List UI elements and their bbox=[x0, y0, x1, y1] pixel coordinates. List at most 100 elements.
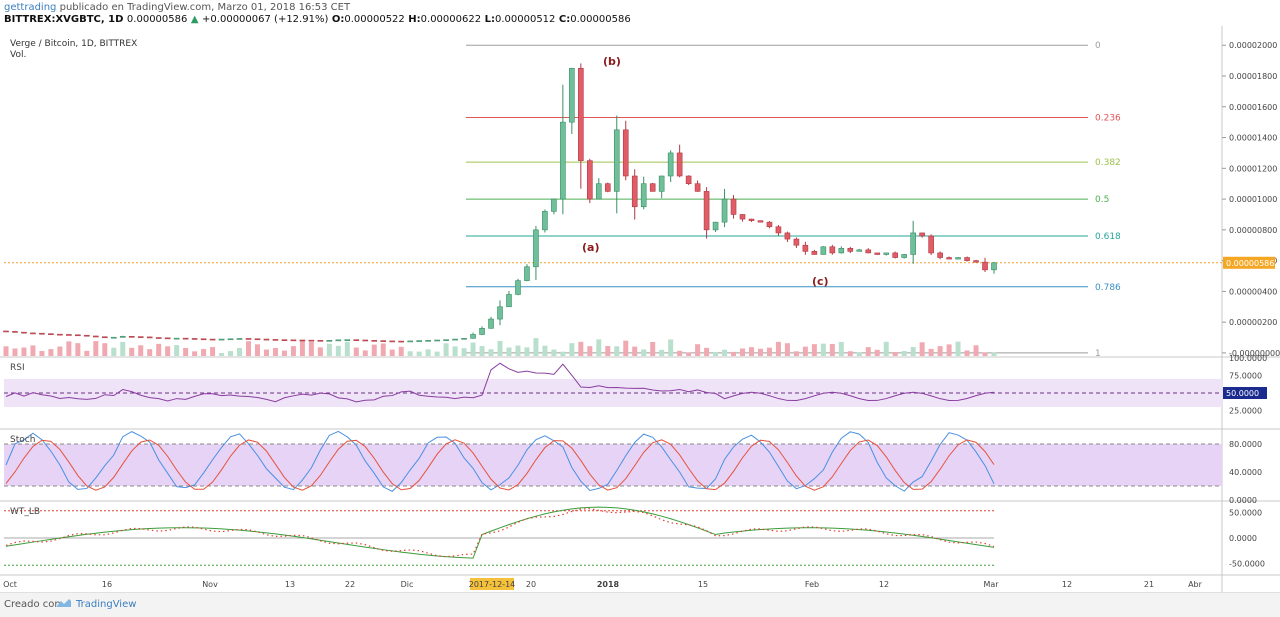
low-value: 0.00000512 bbox=[494, 14, 556, 25]
candle-body bbox=[12, 331, 18, 333]
candle-body bbox=[3, 330, 9, 333]
candle-body bbox=[748, 218, 755, 221]
candle-body bbox=[991, 262, 997, 271]
stoch-indicator bbox=[4, 430, 1222, 492]
author-link[interactable]: gettrading bbox=[4, 2, 57, 13]
volume-bar bbox=[695, 344, 701, 356]
candle-body bbox=[164, 337, 171, 340]
stoch-tick-label: 40.0000 bbox=[1229, 468, 1262, 477]
volume-bar bbox=[120, 341, 126, 356]
candle-body bbox=[299, 339, 306, 342]
fib-level-label: 0.5 bbox=[1095, 195, 1109, 205]
candle-body bbox=[425, 340, 431, 342]
candle-body bbox=[488, 318, 494, 329]
candle-body bbox=[146, 336, 153, 339]
volume-bar bbox=[129, 347, 135, 356]
price-tick-label: 0.00001200 bbox=[1229, 164, 1277, 173]
time-tick-label: 13 bbox=[285, 580, 295, 589]
low-label: L: bbox=[484, 14, 495, 25]
candle-body bbox=[182, 337, 189, 340]
symbol-title: Verge / Bitcoin, 1D, BITTREX bbox=[10, 39, 137, 49]
volume-bar bbox=[793, 351, 799, 356]
volume-bar bbox=[21, 347, 27, 356]
volume-bar bbox=[246, 341, 252, 356]
volume-bar bbox=[910, 347, 916, 356]
candles[interactable] bbox=[3, 63, 997, 343]
fib-level-label: 1 bbox=[1095, 349, 1101, 359]
open-value: 0.00000522 bbox=[344, 14, 405, 25]
price-tick-label: 0.00001600 bbox=[1229, 103, 1277, 112]
volume-bar bbox=[174, 345, 180, 356]
candle-body bbox=[595, 183, 602, 200]
volume-bar bbox=[30, 345, 36, 356]
price-tick-label: 0.00002000 bbox=[1229, 41, 1277, 50]
time-tick-label: 2017-12-14 bbox=[469, 580, 516, 589]
wt2-line bbox=[5, 508, 995, 558]
fib-retracement[interactable]: 0 0.236 0.382 0.5 0.618 0.786 1 bbox=[4, 41, 1222, 359]
volume-bar bbox=[757, 348, 763, 356]
volume-bar bbox=[156, 343, 162, 356]
candle-body bbox=[631, 175, 638, 208]
candle-body bbox=[407, 340, 413, 343]
candle-body bbox=[829, 246, 836, 254]
chart-header: gettrading publicado en TradingView.com,… bbox=[0, 0, 1280, 26]
candle-body bbox=[820, 246, 827, 255]
volume-bar bbox=[856, 352, 862, 356]
volume-bar bbox=[398, 346, 404, 356]
volume-bar bbox=[775, 341, 781, 356]
volume-bar bbox=[605, 346, 611, 356]
candle-body bbox=[254, 338, 261, 341]
volume-bar bbox=[210, 347, 216, 356]
candle-body bbox=[39, 332, 45, 335]
volume-bar bbox=[722, 349, 728, 356]
rsi-value-tag-label: 50.0000 bbox=[1226, 389, 1259, 398]
volume-bar bbox=[569, 343, 575, 356]
candle-body bbox=[434, 339, 440, 342]
volume-bar bbox=[982, 352, 988, 356]
volume-bar bbox=[201, 349, 207, 356]
volume-bar bbox=[138, 345, 144, 356]
volume-bar bbox=[192, 351, 198, 356]
candle-body bbox=[892, 252, 899, 258]
volume-bar bbox=[892, 352, 898, 356]
volume-bar bbox=[48, 349, 54, 356]
ohlc-line: BITTREX:XVGBTC, 1D 0.00000586 ▲ +0.00000… bbox=[4, 14, 631, 25]
time-tick-label: 22 bbox=[345, 580, 355, 589]
stoch-d-line bbox=[5, 439, 995, 491]
candle-body bbox=[479, 328, 485, 335]
close-label: C: bbox=[558, 14, 571, 25]
time-tick-label: 21 bbox=[1144, 580, 1154, 589]
candle-body bbox=[838, 248, 845, 254]
candle-body bbox=[928, 235, 934, 254]
volume-bar bbox=[281, 350, 287, 356]
candle-body bbox=[712, 221, 719, 231]
symbol-label: BITTREX:XVGBTC, 1D bbox=[4, 14, 124, 25]
candle-body bbox=[784, 232, 791, 240]
rsi-tick-label: 100.0000 bbox=[1229, 354, 1267, 363]
candle-body bbox=[227, 338, 234, 341]
time-tick-label: Abr bbox=[1188, 580, 1203, 589]
price-tick-label: 0.00001400 bbox=[1229, 134, 1277, 143]
volume-bar bbox=[991, 352, 997, 356]
publish-info: publicado en TradingView.com, Marzo 01, … bbox=[59, 2, 351, 13]
tradingview-link[interactable]: TradingView bbox=[76, 599, 137, 610]
candle-body bbox=[272, 339, 279, 341]
rsi-value-tag bbox=[1223, 387, 1267, 399]
candle-body bbox=[982, 261, 988, 271]
time-tick-label: 2018 bbox=[597, 580, 620, 589]
candle-body bbox=[119, 336, 126, 338]
volume-bar bbox=[12, 348, 18, 356]
volume-bar bbox=[919, 342, 925, 356]
candle-body bbox=[874, 252, 881, 255]
volume-bar bbox=[425, 349, 431, 356]
volume-bar bbox=[937, 346, 943, 356]
candle-body bbox=[452, 338, 458, 341]
candle-body bbox=[218, 338, 225, 341]
volume-bar bbox=[102, 343, 108, 356]
volume-bars bbox=[3, 338, 997, 356]
candle-body bbox=[335, 339, 342, 342]
candle-body bbox=[955, 257, 961, 260]
volume-bar bbox=[946, 344, 952, 356]
